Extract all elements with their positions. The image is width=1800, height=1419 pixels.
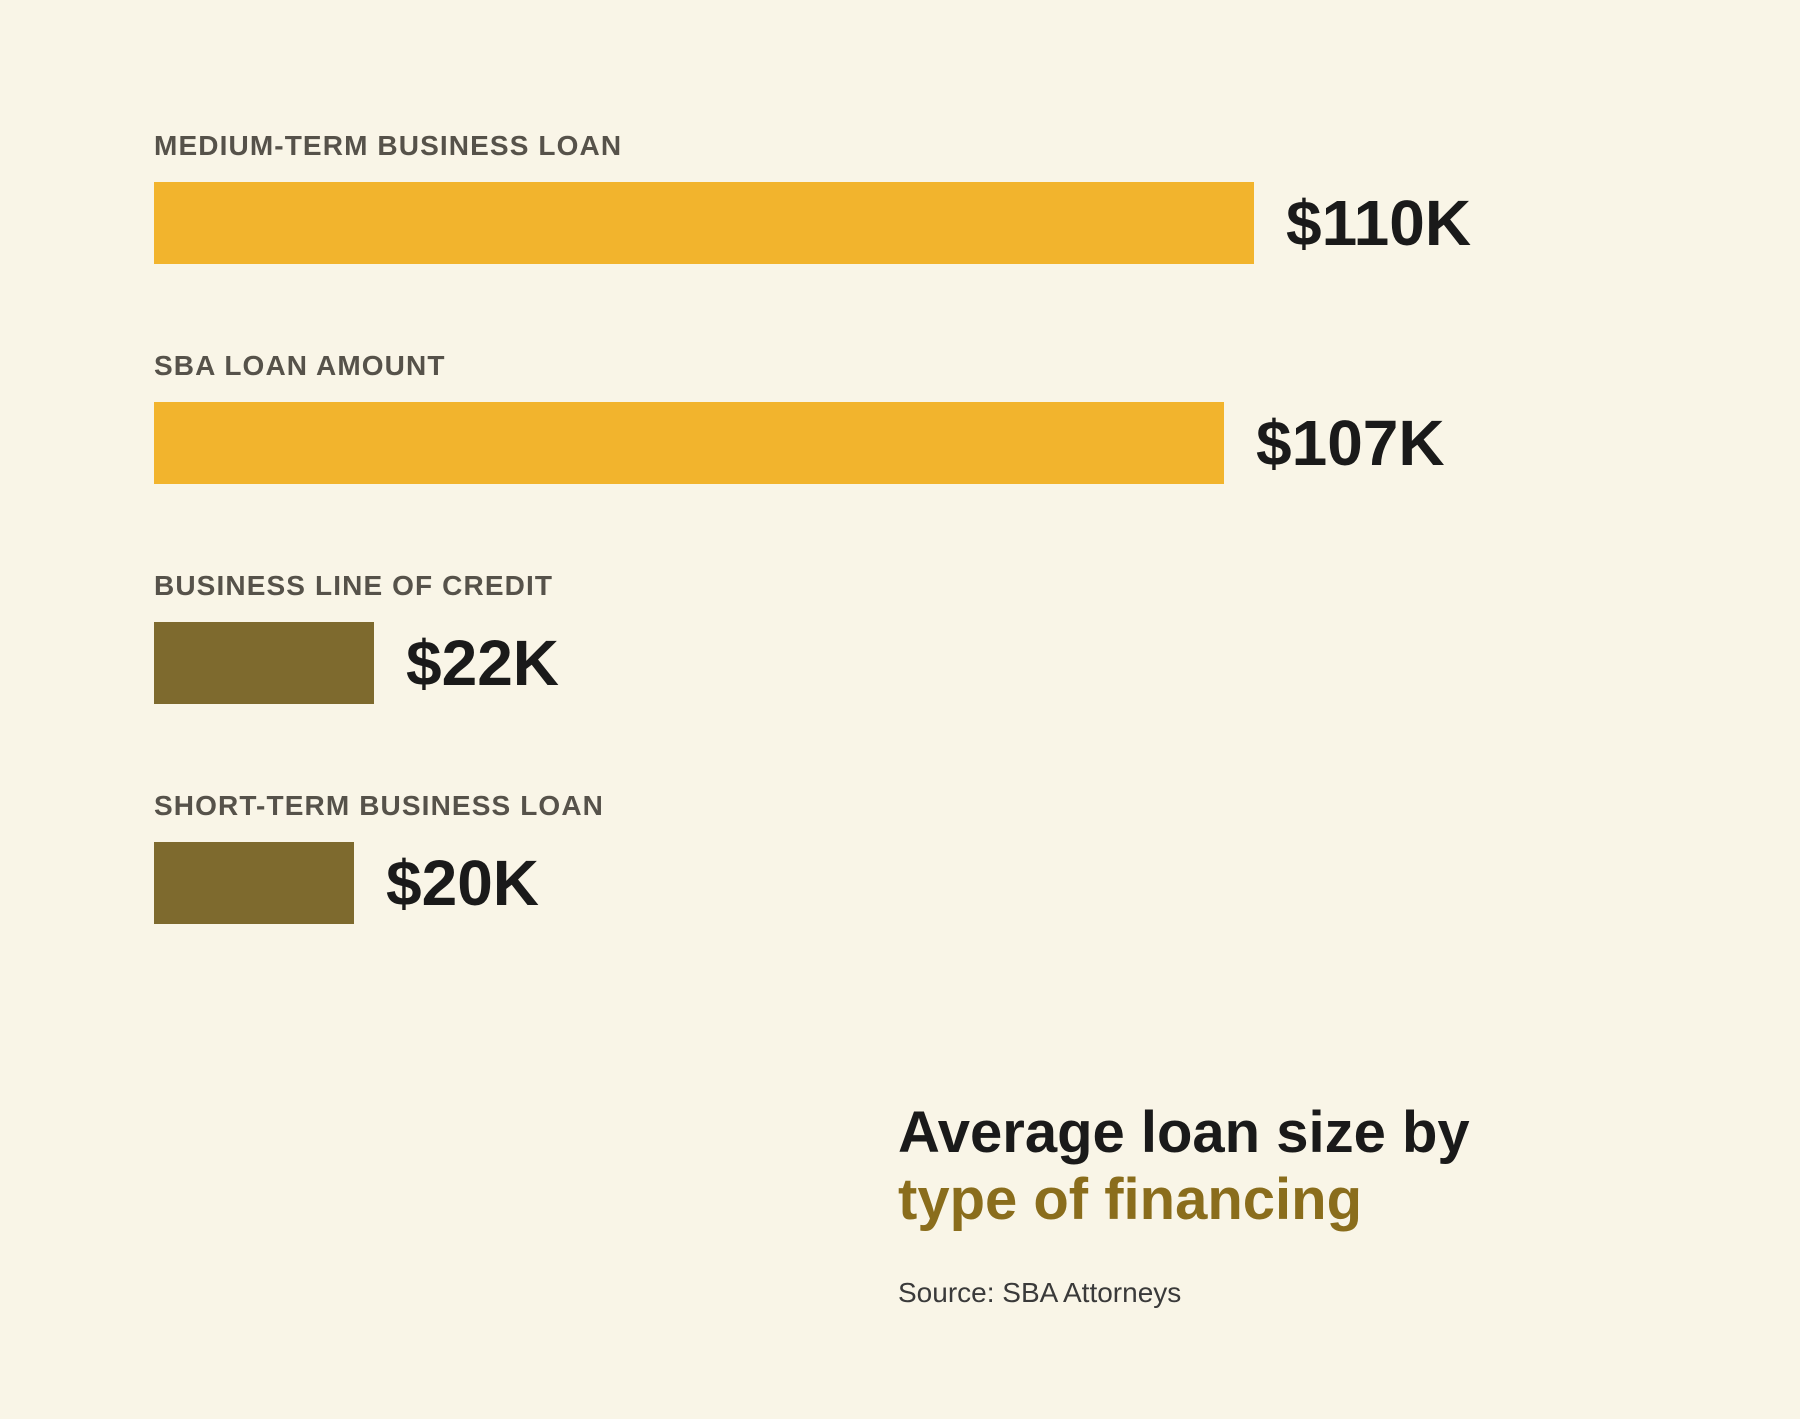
chart-title-block: Average loan size bytype of financing Sou… — [898, 1100, 1470, 1309]
bar-row: $110K — [154, 182, 1471, 264]
chart-title-line1: Average loan size by — [898, 1100, 1470, 1165]
bar-value: $20K — [386, 846, 539, 920]
chart-source: Source: SBA Attorneys — [898, 1277, 1470, 1309]
bar-group: SBA LOAN AMOUNT $107K — [154, 350, 1445, 484]
bar-value: $110K — [1286, 186, 1471, 260]
bar-label: SBA LOAN AMOUNT — [154, 350, 1445, 382]
bar-row: $20K — [154, 842, 604, 924]
bar-rect — [154, 842, 354, 924]
loan-size-chart: MEDIUM-TERM BUSINESS LOAN $110K SBA LOAN A… — [0, 0, 1800, 1419]
bar-value: $22K — [406, 626, 559, 700]
bar-rect — [154, 622, 374, 704]
bar-rect — [154, 182, 1254, 264]
chart-title-line2: type of financing — [898, 1167, 1362, 1232]
bar-label: BUSINESS LINE OF CREDIT — [154, 570, 559, 602]
chart-title: Average loan size bytype of financing — [898, 1100, 1470, 1233]
bar-row: $107K — [154, 402, 1445, 484]
bar-label: MEDIUM-TERM BUSINESS LOAN — [154, 130, 1471, 162]
bar-group: SHORT-TERM BUSINESS LOAN $20K — [154, 790, 604, 924]
bar-rect — [154, 402, 1224, 484]
bar-group: MEDIUM-TERM BUSINESS LOAN $110K — [154, 130, 1471, 264]
bar-label: SHORT-TERM BUSINESS LOAN — [154, 790, 604, 822]
bar-row: $22K — [154, 622, 559, 704]
bar-value: $107K — [1256, 406, 1445, 480]
bar-group: BUSINESS LINE OF CREDIT $22K — [154, 570, 559, 704]
